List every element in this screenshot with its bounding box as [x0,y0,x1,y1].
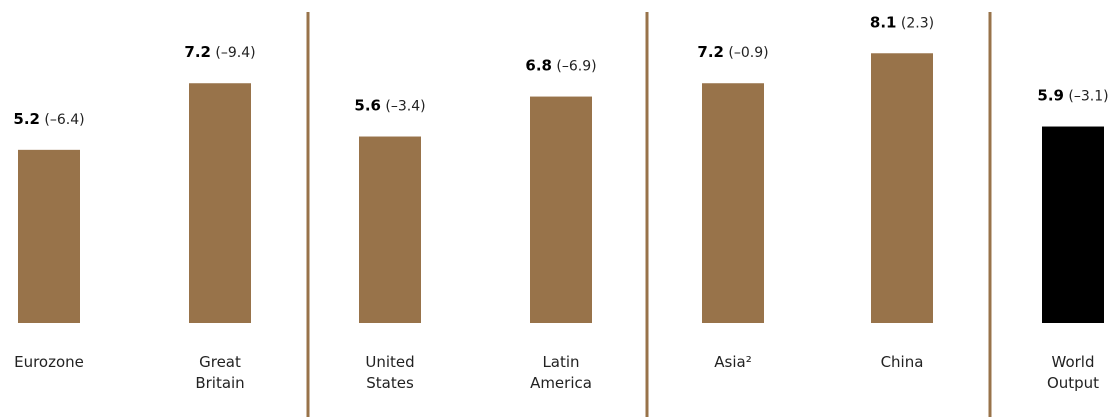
value-label-main: 5.6 [354,97,381,115]
value-label-change: (–6.9) [552,59,597,75]
value-label-main: 8.1 [870,13,897,31]
bar [359,136,421,323]
category-label-line: Britain [195,374,244,392]
value-label-change: (–3.4) [381,99,426,115]
value-label-main: 5.9 [1037,87,1064,105]
value-label-change: (2.3) [896,15,934,31]
bar [702,83,764,324]
bar [189,83,251,324]
category-label: United States [365,353,414,392]
value-label: 6.8 (–6.9) [525,57,596,75]
bar [871,53,933,324]
value-label: 8.1 (2.3) [870,13,934,31]
value-label: 5.6 (–3.4) [354,97,425,115]
category-label-line: States [366,374,414,392]
category-label: Great Britain [195,353,244,392]
category-label: Asia² [714,353,751,371]
value-label: 7.2 (–0.9) [697,43,768,61]
value-label-change: (–0.9) [724,45,769,61]
value-label: 5.9 (–3.1) [1037,87,1108,105]
value-label-main: 5.2 [13,110,40,128]
bar [18,149,80,323]
category-label-line: Latin [542,353,579,371]
category-label-line: Output [1047,374,1099,392]
category-label-line: Great [199,353,241,371]
category-label-line: World [1052,353,1095,371]
value-label-change: (–6.4) [40,112,85,128]
value-label-main: 7.2 [697,43,724,61]
category-label: World Output [1047,353,1099,392]
category-label-line: America [530,374,592,392]
value-label-main: 7.2 [184,43,211,61]
category-label-line: United [365,353,414,371]
category-label: Latin America [530,353,592,392]
value-label-change: (–3.1) [1064,89,1109,105]
category-label: China [881,353,924,371]
value-label-main: 6.8 [525,57,552,75]
category-label-line: Eurozone [14,353,84,371]
value-label: 7.2 (–9.4) [184,43,255,61]
value-label-change: (–9.4) [211,45,256,61]
category-label-line: China [881,353,924,371]
value-label: 5.2 (–6.4) [13,110,84,128]
category-label-line: Asia² [714,353,751,371]
category-label: Eurozone [14,353,84,371]
bar [530,96,592,323]
bar [1042,126,1104,323]
